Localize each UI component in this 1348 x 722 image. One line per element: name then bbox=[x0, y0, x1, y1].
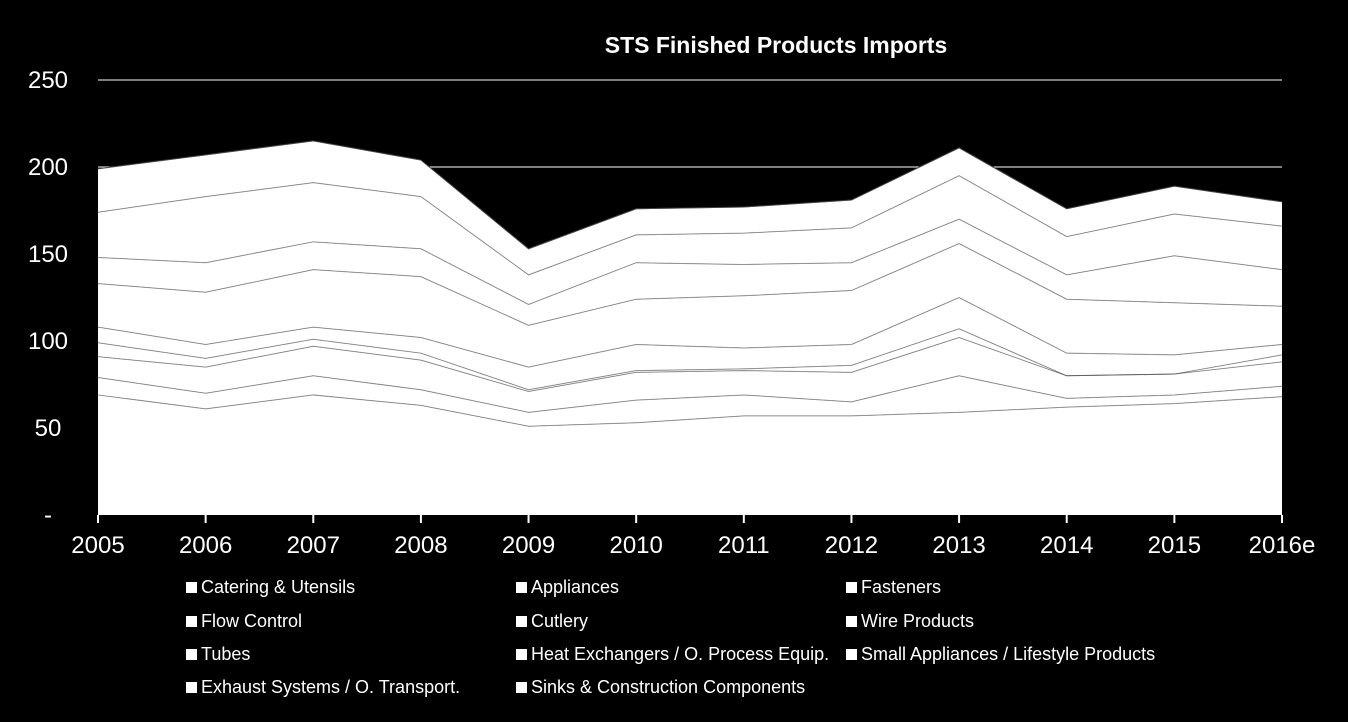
legend-swatch bbox=[846, 582, 857, 593]
series-line-5 bbox=[97, 296, 1283, 368]
x-tick-label: 2015 bbox=[1148, 532, 1201, 559]
area-series-7 bbox=[98, 219, 1282, 326]
y-tick-label: - bbox=[44, 502, 52, 529]
legend-label: Tubes bbox=[201, 644, 251, 664]
legend-label: Exhaust Systems / O. Transport. bbox=[201, 677, 461, 697]
y-tick-label: 100 bbox=[28, 328, 68, 355]
area-series-2 bbox=[98, 375, 1282, 427]
legend-item: Small Appliances / Lifestyle Products bbox=[846, 644, 1155, 665]
legend-item: Tubes bbox=[186, 644, 250, 665]
legend-swatch bbox=[186, 649, 197, 660]
legend-swatch bbox=[846, 616, 857, 627]
x-tick-label: 2006 bbox=[179, 532, 232, 559]
y-tick-label: 250 bbox=[28, 67, 68, 94]
series-line-2 bbox=[97, 375, 1283, 413]
legend-item: Wire Products bbox=[846, 611, 974, 632]
legend-item: Heat Exchangers / O. Process Equip. bbox=[516, 644, 829, 665]
series-line-8 bbox=[97, 175, 1283, 276]
legend-swatch bbox=[186, 682, 197, 693]
legend-label: Catering & Utensils bbox=[201, 577, 356, 597]
x-tick-label: 2007 bbox=[287, 532, 340, 559]
area-series-3 bbox=[98, 337, 1282, 413]
legend-item: Exhaust Systems / O. Transport. bbox=[186, 677, 460, 698]
x-tick-label: 2014 bbox=[1040, 532, 1093, 559]
area-series-6 bbox=[98, 243, 1282, 368]
legend-item: Flow Control bbox=[186, 611, 302, 632]
legend-swatch bbox=[186, 582, 197, 593]
legend-swatch bbox=[846, 649, 857, 660]
area-series-5 bbox=[98, 297, 1282, 390]
x-tick-label: 2012 bbox=[825, 532, 878, 559]
y-tick-label: 50 bbox=[35, 415, 62, 442]
legend-item: Fasteners bbox=[846, 577, 941, 598]
y-axis: - 50 100 150 200 250 bbox=[28, 67, 68, 529]
legend-item: Catering & Utensils bbox=[186, 577, 355, 598]
series-line-6 bbox=[97, 243, 1283, 326]
x-tick-label: 2013 bbox=[932, 532, 985, 559]
series-line-4 bbox=[97, 328, 1283, 391]
legend-swatch bbox=[516, 616, 527, 627]
legend-item: Appliances bbox=[516, 577, 619, 598]
area-series-4 bbox=[98, 328, 1282, 392]
series-line-1 bbox=[97, 394, 1283, 427]
x-axis: 2005 2006 2007 2008 2009 2010 2011 2012 2013 2014… bbox=[71, 515, 1315, 559]
series-line-11 bbox=[97, 140, 1283, 250]
legend-label: Sinks & Construction Components bbox=[531, 677, 806, 697]
x-tick-label: 2005 bbox=[71, 532, 124, 559]
series-line-7 bbox=[97, 218, 1283, 306]
legend-label: Wire Products bbox=[861, 611, 975, 631]
area-series-8 bbox=[98, 175, 1282, 305]
legend-label: Cutlery bbox=[531, 611, 589, 631]
legend-swatch bbox=[516, 682, 527, 693]
legend-label: Fasteners bbox=[861, 577, 942, 597]
legend-item: Cutlery bbox=[516, 611, 588, 632]
legend-item: Sinks & Construction Components bbox=[516, 677, 805, 698]
x-tick-label: 2008 bbox=[394, 532, 447, 559]
legend-swatch bbox=[186, 616, 197, 627]
chart-title: STS Finished Products Imports bbox=[605, 32, 947, 58]
legend-label: Flow Control bbox=[201, 611, 303, 631]
y-tick-label: 200 bbox=[28, 154, 68, 181]
x-tick-label: 2011 bbox=[718, 532, 770, 559]
y-tick-label: 150 bbox=[28, 241, 68, 268]
legend-label: Small Appliances / Lifestyle Products bbox=[861, 644, 1156, 664]
stacked-areas bbox=[97, 140, 1283, 515]
area-series-1 bbox=[98, 394, 1282, 515]
x-tick-label: 2010 bbox=[609, 532, 662, 559]
legend-label: Heat Exchangers / O. Process Equip. bbox=[531, 644, 830, 664]
legend-swatch bbox=[516, 582, 527, 593]
legend-label: Appliances bbox=[531, 577, 620, 597]
legend-swatch bbox=[516, 649, 527, 660]
x-tick-label: 2016e bbox=[1249, 532, 1316, 559]
x-tick-label: 2009 bbox=[502, 532, 555, 559]
